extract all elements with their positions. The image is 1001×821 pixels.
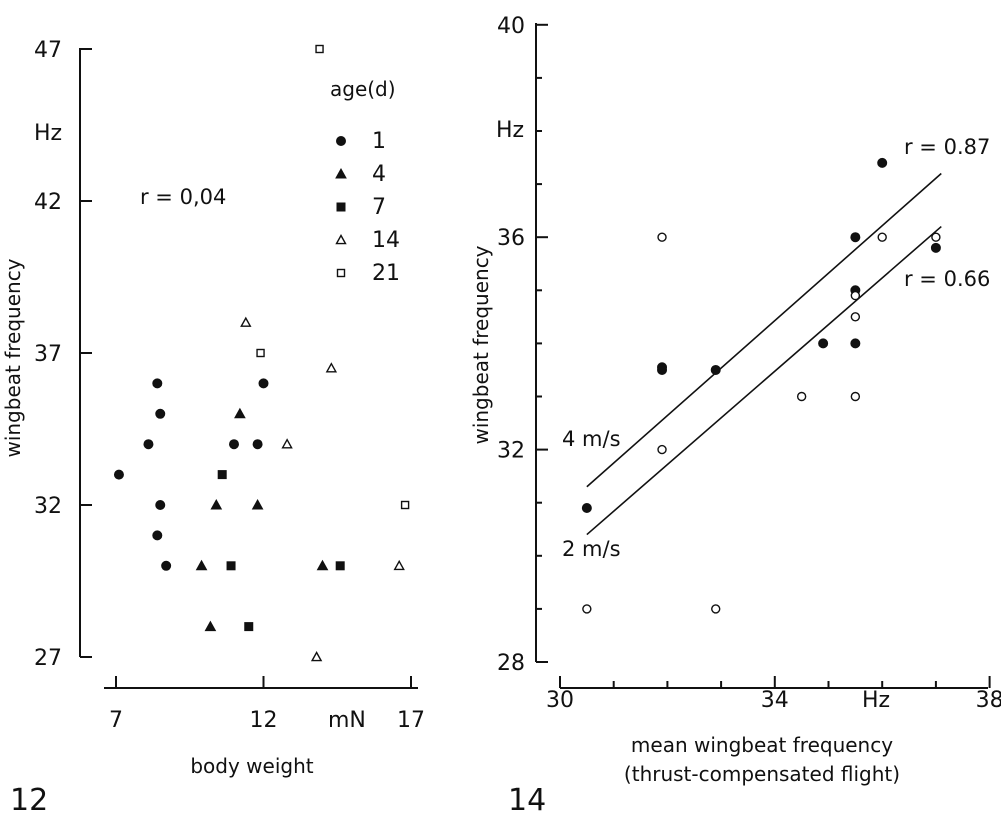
speed-2ms-point bbox=[931, 232, 941, 242]
panel-12-x-tick-label: 12 bbox=[250, 708, 278, 733]
legend-label-14: 14 bbox=[372, 228, 400, 253]
speed-4ms-point bbox=[877, 157, 888, 168]
legend-marker-21 bbox=[336, 268, 346, 278]
panel-14-x-tick-label: 34 bbox=[761, 688, 789, 713]
age-21-point bbox=[256, 348, 265, 358]
legend-label-4: 4 bbox=[372, 162, 386, 187]
age-7-point bbox=[226, 561, 236, 571]
panel-12-x-tick-label: 17 bbox=[397, 708, 425, 733]
panel-12-y-unit: Hz bbox=[34, 121, 62, 146]
legend-marker-7 bbox=[336, 202, 346, 212]
age-14-point bbox=[310, 651, 323, 662]
panel-14-y-tick-label: 36 bbox=[497, 226, 525, 251]
age-1-point bbox=[155, 408, 166, 419]
speed-2ms-point bbox=[582, 604, 592, 614]
age-4-point bbox=[210, 498, 223, 510]
panel-14-y-tick-label: 28 bbox=[497, 651, 525, 676]
speed-4ms-point bbox=[581, 503, 592, 514]
panel-14-y-tick-label: 40 bbox=[497, 14, 525, 39]
panel-12-y-tick-label: 27 bbox=[34, 646, 62, 671]
panel-12-number: 12 bbox=[10, 783, 48, 818]
speed-4ms-point bbox=[930, 242, 941, 253]
age-1-point bbox=[152, 530, 163, 541]
age-4-point bbox=[234, 407, 246, 419]
age-1-point bbox=[155, 500, 166, 510]
age-14-point bbox=[240, 316, 252, 327]
speed-2ms-point bbox=[711, 604, 721, 614]
speed-2ms-point bbox=[877, 232, 887, 242]
panel-14-y-tick-label: 32 bbox=[497, 439, 525, 464]
legend-label-21: 21 bbox=[372, 261, 400, 286]
panel-14-x-unit: Hz bbox=[862, 688, 890, 713]
age-4-point bbox=[204, 620, 217, 632]
panel-14-number: 14 bbox=[508, 783, 546, 818]
age-21-point bbox=[315, 44, 324, 54]
age-1-point bbox=[252, 439, 263, 450]
age-4-point bbox=[316, 559, 329, 571]
speed-2ms-point bbox=[850, 290, 861, 301]
speed-2ms-point bbox=[657, 232, 667, 242]
panel-12-correlation: r = 0,04 bbox=[140, 185, 226, 209]
legend-label-1: 1 bbox=[372, 129, 386, 154]
age-1-point bbox=[152, 378, 163, 389]
panel-12-y-label: wingbeat frequency bbox=[1, 258, 25, 457]
fit-line-2ms bbox=[586, 225, 942, 536]
age-4-point bbox=[251, 498, 264, 510]
age-1-point bbox=[143, 439, 154, 450]
panel-14-y-unit: Hz bbox=[496, 118, 524, 143]
legend-marker-4 bbox=[335, 167, 347, 179]
speed-2ms-point bbox=[850, 312, 861, 322]
age-7-point bbox=[217, 470, 227, 480]
panel-14-x-tick-label: 30 bbox=[546, 688, 574, 713]
panel-12-x-label: body weight bbox=[190, 754, 313, 778]
age-21-point bbox=[400, 500, 410, 510]
panel-14-x-tick-label: 38 bbox=[976, 688, 1001, 713]
panel-12-x-unit: mN bbox=[328, 708, 366, 733]
legend-title: age(d) bbox=[330, 77, 396, 101]
panel-12-x-tick-label: 7 bbox=[109, 708, 123, 733]
r-label-4ms: r = 0.87 bbox=[904, 135, 990, 159]
panel-12-y-tick-label: 47 bbox=[34, 38, 62, 63]
legend-marker-14 bbox=[335, 234, 347, 245]
speed-4ms-point bbox=[850, 232, 861, 243]
age-1-point bbox=[113, 469, 124, 480]
panel-14-y-label: wingbeat frequency bbox=[469, 245, 493, 444]
series-label-2ms: 2 m/s bbox=[562, 537, 621, 561]
speed-4ms-point bbox=[710, 364, 721, 375]
age-7-point bbox=[335, 561, 345, 571]
series-label-4ms: 4 m/s bbox=[562, 427, 621, 451]
panel-12-y-tick-label: 32 bbox=[34, 494, 62, 519]
age-7-point bbox=[244, 622, 254, 632]
age-1-point bbox=[229, 439, 239, 450]
legend-label-7: 7 bbox=[372, 195, 386, 220]
panel-14-x-label: mean wingbeat frequency bbox=[631, 733, 893, 757]
age-4-point bbox=[195, 559, 208, 571]
legend-marker-1 bbox=[336, 136, 346, 146]
speed-2ms-point bbox=[850, 391, 861, 402]
age-14-point bbox=[393, 559, 405, 571]
speed-4ms-point bbox=[818, 338, 829, 349]
age-1-point bbox=[161, 560, 172, 571]
age-1-point bbox=[258, 378, 269, 389]
age-14-point bbox=[325, 362, 338, 373]
fit-line-4ms bbox=[586, 172, 942, 488]
speed-2ms-point bbox=[796, 391, 807, 402]
panel-12-y-tick-label: 37 bbox=[34, 342, 62, 367]
panel-14-x-label-sub: (thrust-compensated flight) bbox=[624, 762, 900, 786]
speed-2ms-point bbox=[657, 444, 667, 455]
panel-12-y-tick-label: 42 bbox=[34, 190, 62, 215]
r-label-2ms: r = 0.66 bbox=[904, 267, 990, 291]
speed-4ms-point bbox=[850, 338, 861, 349]
age-14-point bbox=[281, 438, 293, 449]
speed-4ms-point bbox=[657, 362, 668, 373]
